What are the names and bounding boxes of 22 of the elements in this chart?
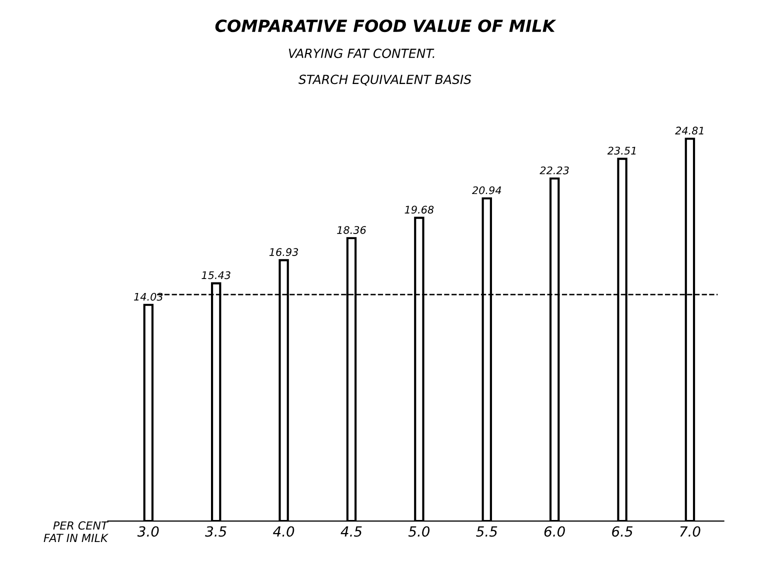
data-label: 19.68	[404, 206, 434, 214]
x-tick-label: 6.5	[612, 526, 633, 537]
data-label: 15.43	[202, 271, 230, 280]
chart-title: COMPARATIVE FOOD VALUE OF MILK	[215, 19, 556, 32]
data-label: 16.93	[269, 248, 298, 256]
data-label: 20.94	[472, 186, 502, 194]
x-tick-label: 7.0	[680, 526, 700, 537]
x-tick-label: 3.0	[137, 526, 159, 537]
data-label: 23.51	[607, 146, 636, 155]
x-tick-label: 6.0	[544, 526, 565, 537]
x-tick-label: 3.5	[205, 526, 226, 537]
x-tick-label: 4.5	[340, 526, 362, 537]
chart-subtitle: VARYING FAT CONTENT.	[288, 48, 434, 58]
x-tick-label: 4.0	[273, 526, 294, 537]
data-label: 24.81	[675, 126, 704, 135]
data-label: 22.23	[540, 166, 569, 174]
x-axis-title: PER CENT FAT IN MILK	[44, 521, 109, 542]
data-label: 14.03	[134, 292, 163, 301]
text: STARCH EQUIVALENT BASIS	[298, 74, 472, 86]
data-label: 18.36	[337, 226, 366, 234]
x-tick-label: 5.5	[476, 526, 498, 537]
x-tick-label: 5.0	[408, 526, 430, 537]
